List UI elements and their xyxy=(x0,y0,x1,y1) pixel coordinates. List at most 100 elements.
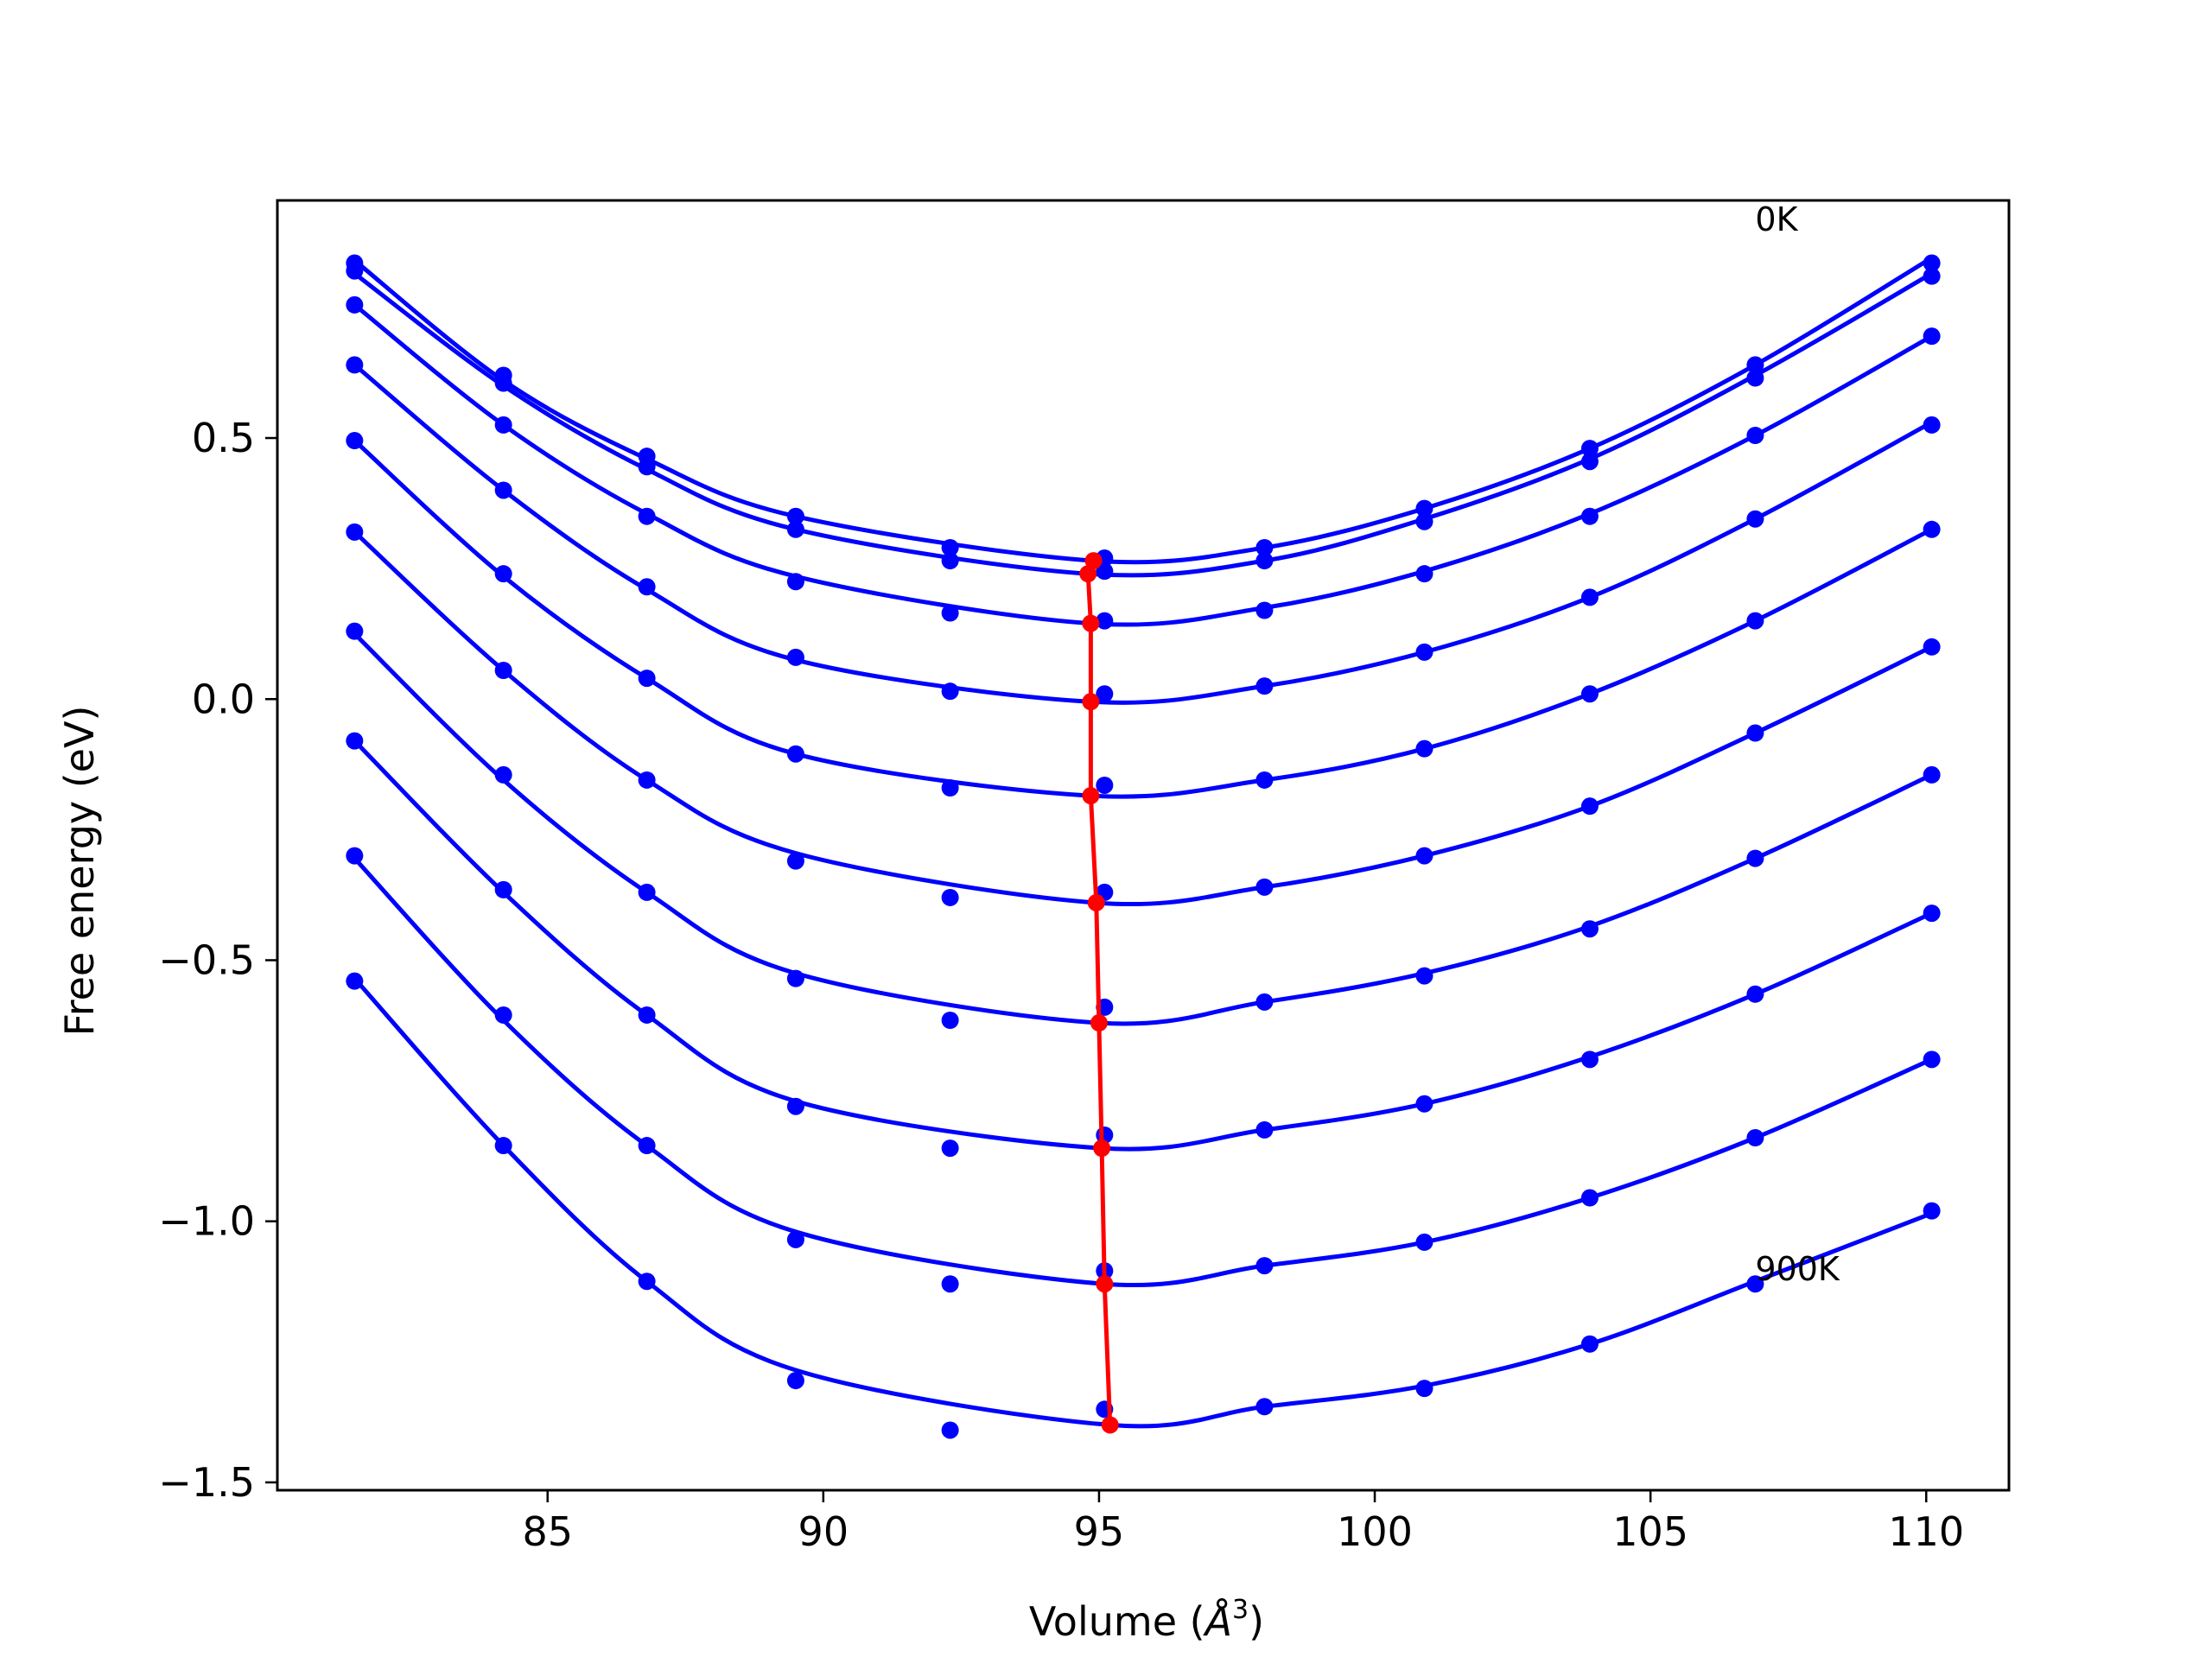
minimum-point xyxy=(1090,1014,1108,1032)
data-point xyxy=(1415,499,1433,517)
data-point xyxy=(1923,904,1941,923)
data-point xyxy=(786,507,804,525)
data-point xyxy=(941,552,959,570)
data-point xyxy=(786,1230,804,1248)
data-point xyxy=(786,648,804,666)
data-point xyxy=(346,732,364,750)
minimum-point xyxy=(1082,614,1100,632)
data-point xyxy=(1923,267,1941,285)
data-point xyxy=(1415,1095,1433,1113)
data-point xyxy=(941,1421,959,1439)
data-point xyxy=(1923,327,1941,346)
data-point xyxy=(1255,677,1274,695)
data-point xyxy=(638,1006,656,1024)
data-point xyxy=(1746,612,1764,630)
data-point xyxy=(1923,1202,1941,1220)
data-point xyxy=(1580,507,1599,525)
data-point xyxy=(786,969,804,987)
data-point xyxy=(346,622,364,640)
x-tick-label: 85 xyxy=(522,1508,573,1555)
data-point xyxy=(494,374,512,392)
data-point xyxy=(1415,967,1433,985)
data-point xyxy=(1096,685,1114,703)
data-point xyxy=(346,432,364,450)
data-point xyxy=(1415,565,1433,583)
y-axis-ticks: 0.5 0.0 −0.5 −1.0 −1.5 xyxy=(158,415,277,1506)
data-point xyxy=(1746,427,1764,445)
data-point xyxy=(638,578,656,596)
fit-curve-7 xyxy=(353,739,1933,1152)
data-point xyxy=(1746,985,1764,1003)
data-point xyxy=(1096,776,1114,794)
data-point xyxy=(1746,1275,1764,1293)
x-axis-label: Volume (Å3) xyxy=(1029,1595,1264,1645)
fit-curve-1 xyxy=(353,271,1933,578)
data-point xyxy=(941,1275,959,1293)
annotation-high-temp: 900K xyxy=(1755,1250,1840,1288)
data-point xyxy=(786,520,804,538)
data-point xyxy=(1096,562,1114,581)
annotations: 0K 900K xyxy=(1755,200,1840,1288)
data-point xyxy=(1255,771,1274,789)
data-point xyxy=(1255,601,1274,619)
data-point xyxy=(941,1011,959,1029)
data-point xyxy=(1746,1128,1764,1146)
x-tick-label: 90 xyxy=(798,1508,849,1555)
data-point xyxy=(1746,724,1764,742)
data-point xyxy=(494,1137,512,1155)
data-point xyxy=(941,1139,959,1158)
minimum-line-path xyxy=(1085,560,1113,1425)
data-point xyxy=(1255,1257,1274,1275)
data-point xyxy=(494,565,512,583)
data-point xyxy=(1580,440,1599,458)
data-point xyxy=(1746,510,1764,528)
data-point xyxy=(786,852,804,870)
data-point xyxy=(1415,512,1433,530)
data-point xyxy=(638,670,656,688)
data-point xyxy=(941,538,959,556)
data-point xyxy=(494,765,512,784)
minimum-point xyxy=(1096,1275,1114,1293)
data-point xyxy=(1923,638,1941,656)
fit-curve-0 xyxy=(353,256,1933,565)
minimum-point xyxy=(1082,693,1100,711)
data-point xyxy=(1580,1335,1599,1353)
y-tick-label: −1.5 xyxy=(158,1459,255,1506)
data-point xyxy=(941,888,959,906)
data-point xyxy=(1415,739,1433,758)
data-point xyxy=(638,507,656,525)
data-point xyxy=(494,662,512,680)
data-point xyxy=(346,262,364,280)
fit-curve-8 xyxy=(353,856,1933,1288)
data-point xyxy=(1746,849,1764,867)
y-tick-label: −0.5 xyxy=(158,936,255,983)
data-point xyxy=(1415,1233,1433,1251)
data-point xyxy=(1923,416,1941,434)
y-tick-label: 0.0 xyxy=(192,676,255,722)
data-point xyxy=(1923,254,1941,272)
data-point xyxy=(1746,356,1764,374)
data-point xyxy=(638,458,656,476)
data-point xyxy=(1255,1398,1274,1416)
minimum-point xyxy=(1084,552,1103,570)
data-point xyxy=(941,779,959,797)
data-point xyxy=(1415,1380,1433,1398)
data-point xyxy=(346,972,364,990)
data-point xyxy=(1580,920,1599,938)
data-point xyxy=(786,1372,804,1390)
data-point xyxy=(1255,878,1274,896)
data-point xyxy=(1923,520,1941,538)
y-tick-label: 0.5 xyxy=(192,415,255,461)
fit-curve-5 xyxy=(353,530,1933,906)
data-point xyxy=(638,1137,656,1155)
data-point xyxy=(494,880,512,898)
minimum-point xyxy=(1082,787,1100,805)
fit-curve-3 xyxy=(353,363,1933,705)
data-point xyxy=(941,604,959,622)
data-point xyxy=(638,883,656,901)
data-point xyxy=(494,1006,512,1024)
data-point xyxy=(786,573,804,591)
data-point xyxy=(786,1097,804,1115)
fit-curves xyxy=(353,256,1933,1429)
